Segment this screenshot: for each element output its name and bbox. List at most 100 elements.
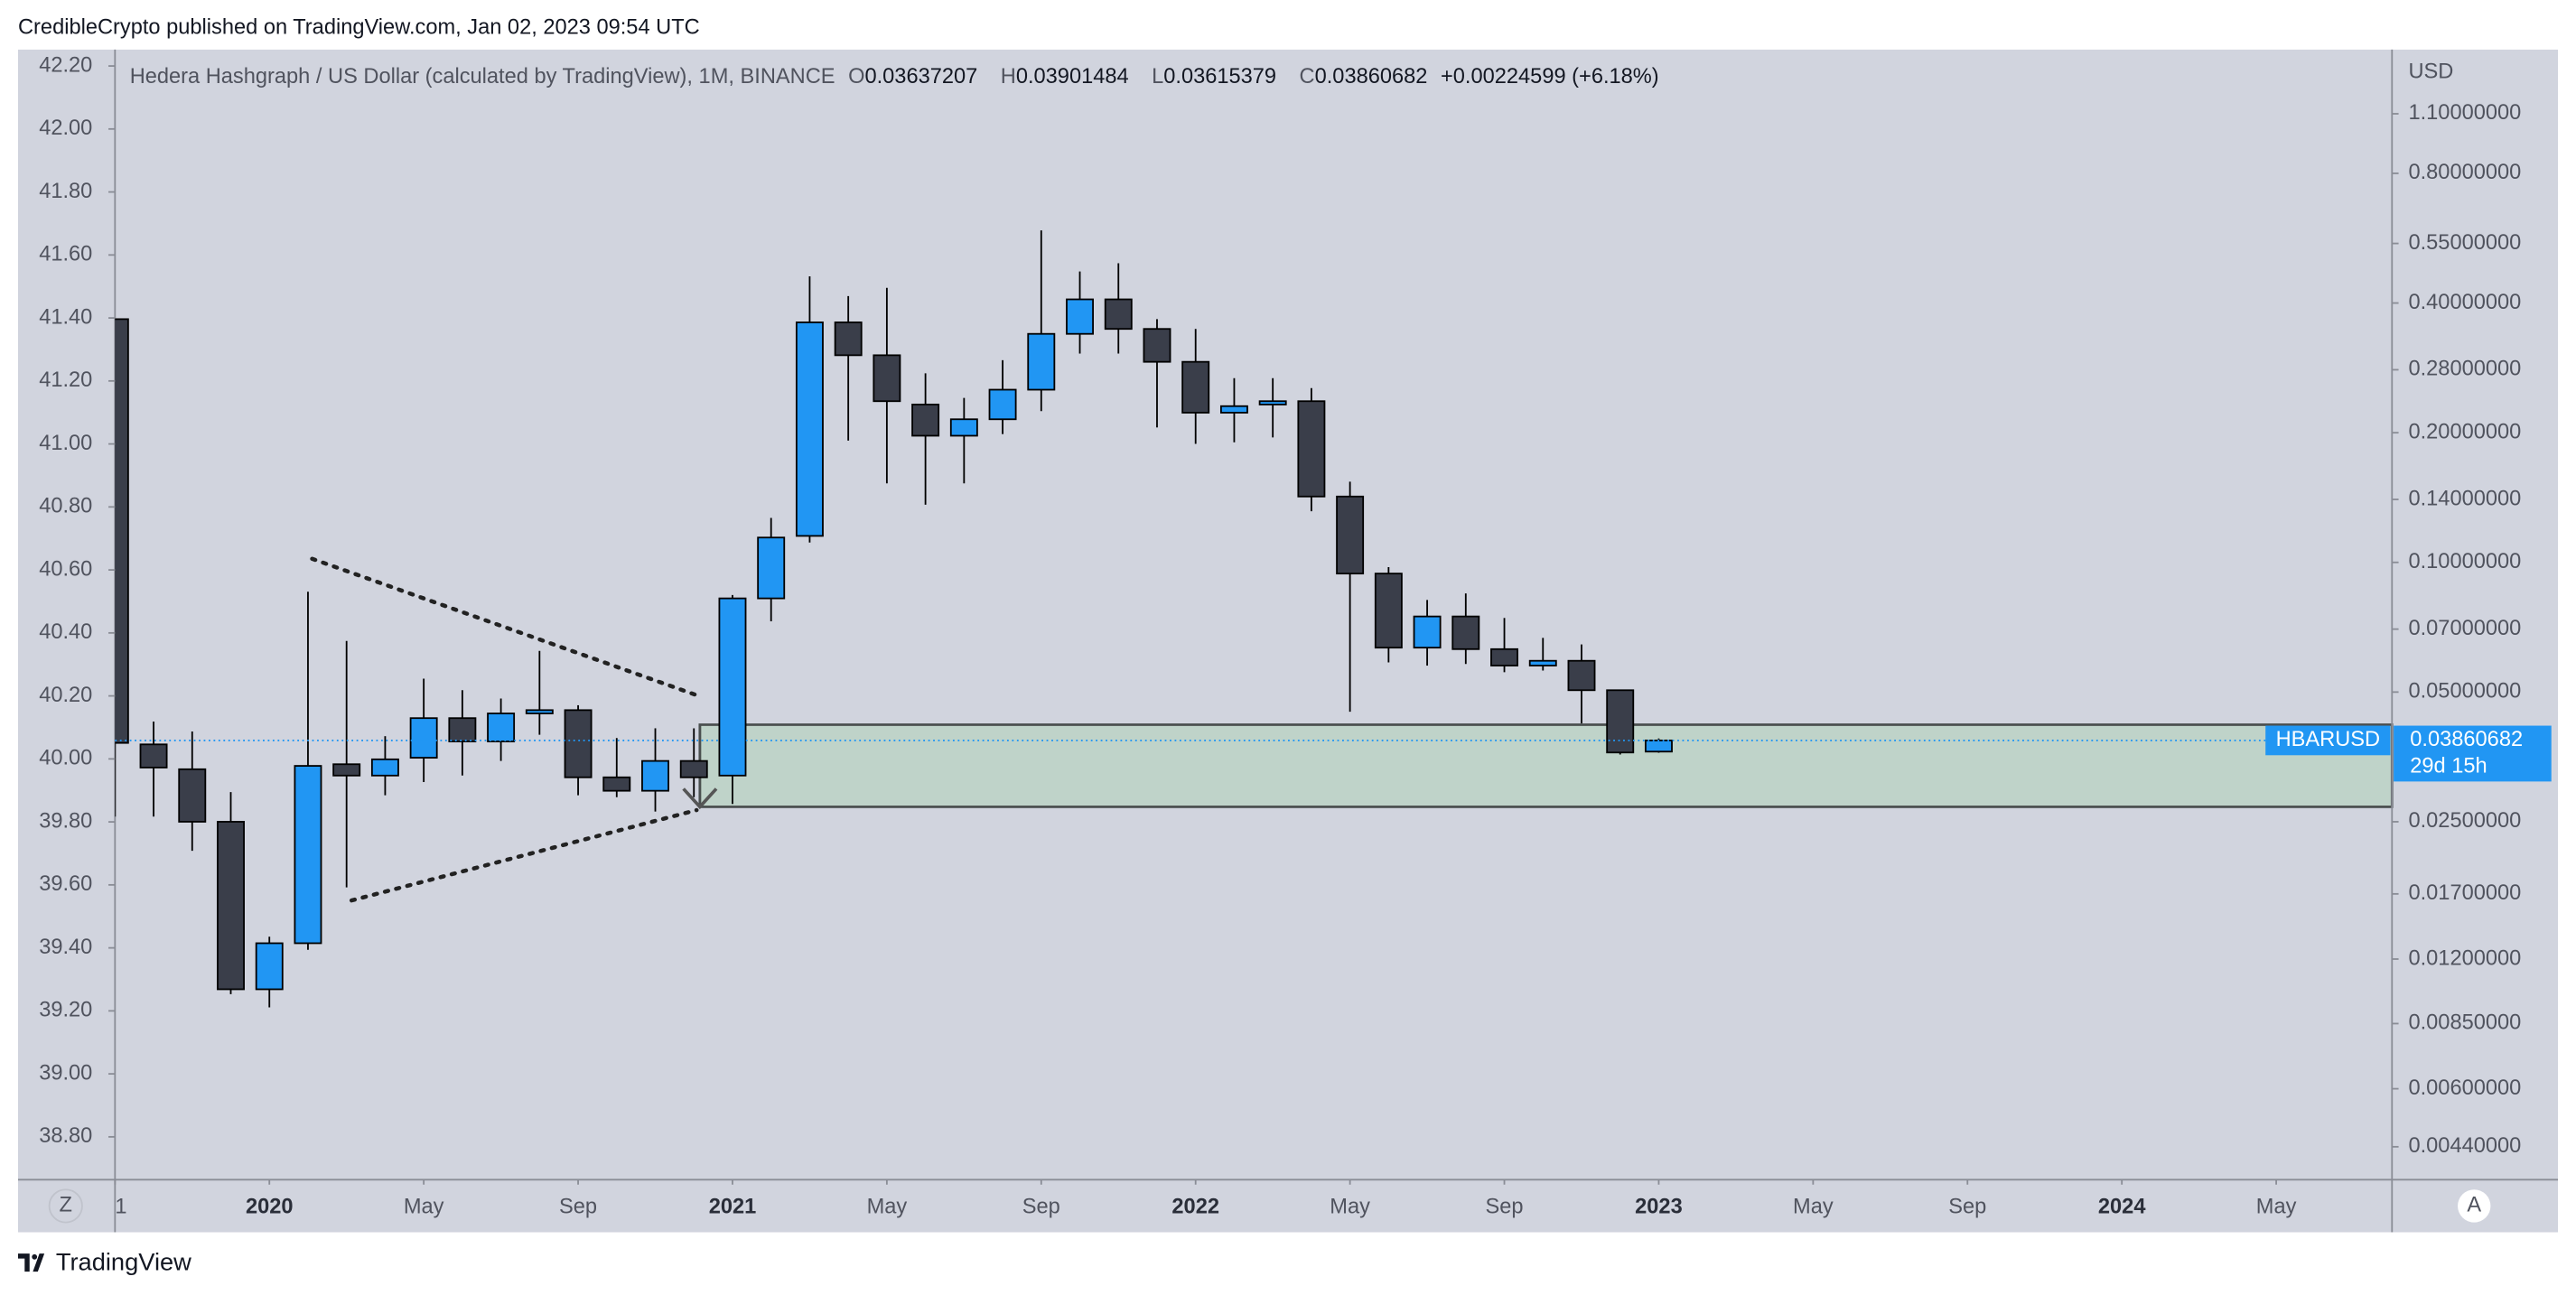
candle-body <box>178 768 207 823</box>
arrow <box>682 787 718 810</box>
y-tick-label: 0.01200000 <box>2408 946 2521 970</box>
y2-tick-label: 42.20 <box>39 53 92 77</box>
candle-body <box>1143 328 1171 363</box>
y-tick-label: 0.07000000 <box>2408 617 2521 640</box>
candle-body <box>487 713 516 742</box>
candle-body <box>834 321 863 357</box>
x-tick-label: 2020 <box>246 1195 294 1218</box>
y2-tick-label: 40.60 <box>39 557 92 581</box>
candle-body <box>1374 573 1403 649</box>
y2-tick-label: 41.80 <box>39 180 92 203</box>
y2-tick-label: 41.60 <box>39 243 92 266</box>
y2-tick-label: 40.40 <box>39 620 92 644</box>
candle-body <box>115 318 129 744</box>
candle-body <box>525 709 554 714</box>
candle-body <box>139 743 168 769</box>
x-tick-label: May <box>1330 1195 1370 1218</box>
right-button[interactable] <box>2458 1189 2491 1223</box>
candle-body <box>448 717 477 742</box>
y-tick-label: 0.00850000 <box>2408 1011 2521 1035</box>
candle-body <box>873 354 901 403</box>
y-tick-label: 0.02500000 <box>2408 809 2521 833</box>
legend-title: Hedera Hashgraph / US Dollar (calculated… <box>130 65 835 89</box>
candle-body <box>1297 400 1326 498</box>
y-tick-label: 0.14000000 <box>2408 487 2521 510</box>
countdown: 29d 15h <box>2410 754 2487 778</box>
ohlc-value: 0.03615379 <box>1163 65 1276 89</box>
y2-tick-label: 41.20 <box>39 368 92 392</box>
x-tick-label: 1 <box>115 1195 126 1218</box>
x-tick-label: 2024 <box>2098 1195 2146 1218</box>
x-tick-label: Sep <box>1022 1195 1060 1218</box>
candle-body <box>1528 659 1557 666</box>
y-tick-label: 0.40000000 <box>2408 291 2521 314</box>
price-tag-label: 0.03860682 <box>2410 728 2523 751</box>
y-tick-label: 0.00600000 <box>2408 1076 2521 1100</box>
candle-body <box>1336 495 1365 575</box>
y2-tick-label: 39.00 <box>39 1061 92 1085</box>
x-tick-label: Sep <box>1486 1195 1524 1218</box>
series-tag <box>2265 725 2391 756</box>
ohlc-value: 0.03860682 <box>1315 65 1428 89</box>
candle-body <box>1219 405 1248 414</box>
y-tick-label: 0.55000000 <box>2408 231 2521 255</box>
candle-body <box>718 597 747 777</box>
ohlc-label: L <box>1152 65 1163 89</box>
candle-body <box>332 763 361 777</box>
triangle-line <box>310 556 699 698</box>
y-tick-label: 0.28000000 <box>2408 358 2521 381</box>
ohlc-label: C <box>1300 65 1315 89</box>
footer: TradingView <box>56 1247 191 1275</box>
ohlc-label: H <box>1001 65 1016 89</box>
chart-background <box>18 49 2558 1233</box>
candle-body <box>1027 332 1056 391</box>
candle-body <box>1606 689 1635 754</box>
y2-tick-label: 42.00 <box>39 116 92 140</box>
candle-body <box>988 388 1017 421</box>
zone <box>698 723 2394 808</box>
y2-tick-label: 39.80 <box>39 809 92 833</box>
logo <box>18 1253 45 1272</box>
candle-body <box>679 759 708 778</box>
candle-body <box>602 776 631 792</box>
candle-body <box>1451 615 1480 650</box>
candle-body <box>409 717 438 759</box>
series-tag-label: HBARUSD <box>2276 728 2381 751</box>
y2-tick-label: 41.00 <box>39 432 92 455</box>
y-tick-label: 0.01700000 <box>2408 881 2521 905</box>
left-button[interactable] <box>48 1188 83 1224</box>
y2-tick-label: 41.40 <box>39 305 92 329</box>
candle-body <box>564 709 593 778</box>
x-tick-label: 2023 <box>1635 1195 1683 1218</box>
x-tick-label: 2021 <box>709 1195 757 1218</box>
legend: Hedera Hashgraph / US Dollar (calculated… <box>130 65 1659 89</box>
y2-tick-label: 40.20 <box>39 684 92 707</box>
candle-body <box>1181 360 1210 414</box>
candle-body <box>1066 298 1094 335</box>
ohlc-label: O <box>848 65 864 89</box>
candle-body <box>294 765 322 945</box>
y2-tick-label: 38.80 <box>39 1124 92 1148</box>
triangle-line <box>349 807 699 903</box>
y-tick-label: 1.10000000 <box>2408 101 2521 125</box>
left-button-label[interactable]: Z <box>60 1194 72 1217</box>
candle-body <box>911 404 940 437</box>
candle-body <box>641 759 669 792</box>
candle-body <box>1258 400 1287 405</box>
candle-body <box>370 758 399 777</box>
candle-body <box>1567 659 1596 692</box>
y-axis-label: USD <box>2408 61 2453 84</box>
y2-tick-label: 40.00 <box>39 747 92 770</box>
candle-body <box>949 418 978 437</box>
header: CredibleCrypto published on TradingView.… <box>18 16 700 40</box>
x-tick-label: May <box>404 1195 444 1218</box>
price-tag <box>2394 725 2552 782</box>
candle-body <box>757 536 786 600</box>
x-tick-label: May <box>1793 1195 1834 1218</box>
candle-body <box>1490 648 1518 666</box>
x-tick-label: Sep <box>1948 1195 1986 1218</box>
candle-body <box>1413 615 1442 649</box>
right-button-label[interactable]: A <box>2467 1194 2481 1217</box>
